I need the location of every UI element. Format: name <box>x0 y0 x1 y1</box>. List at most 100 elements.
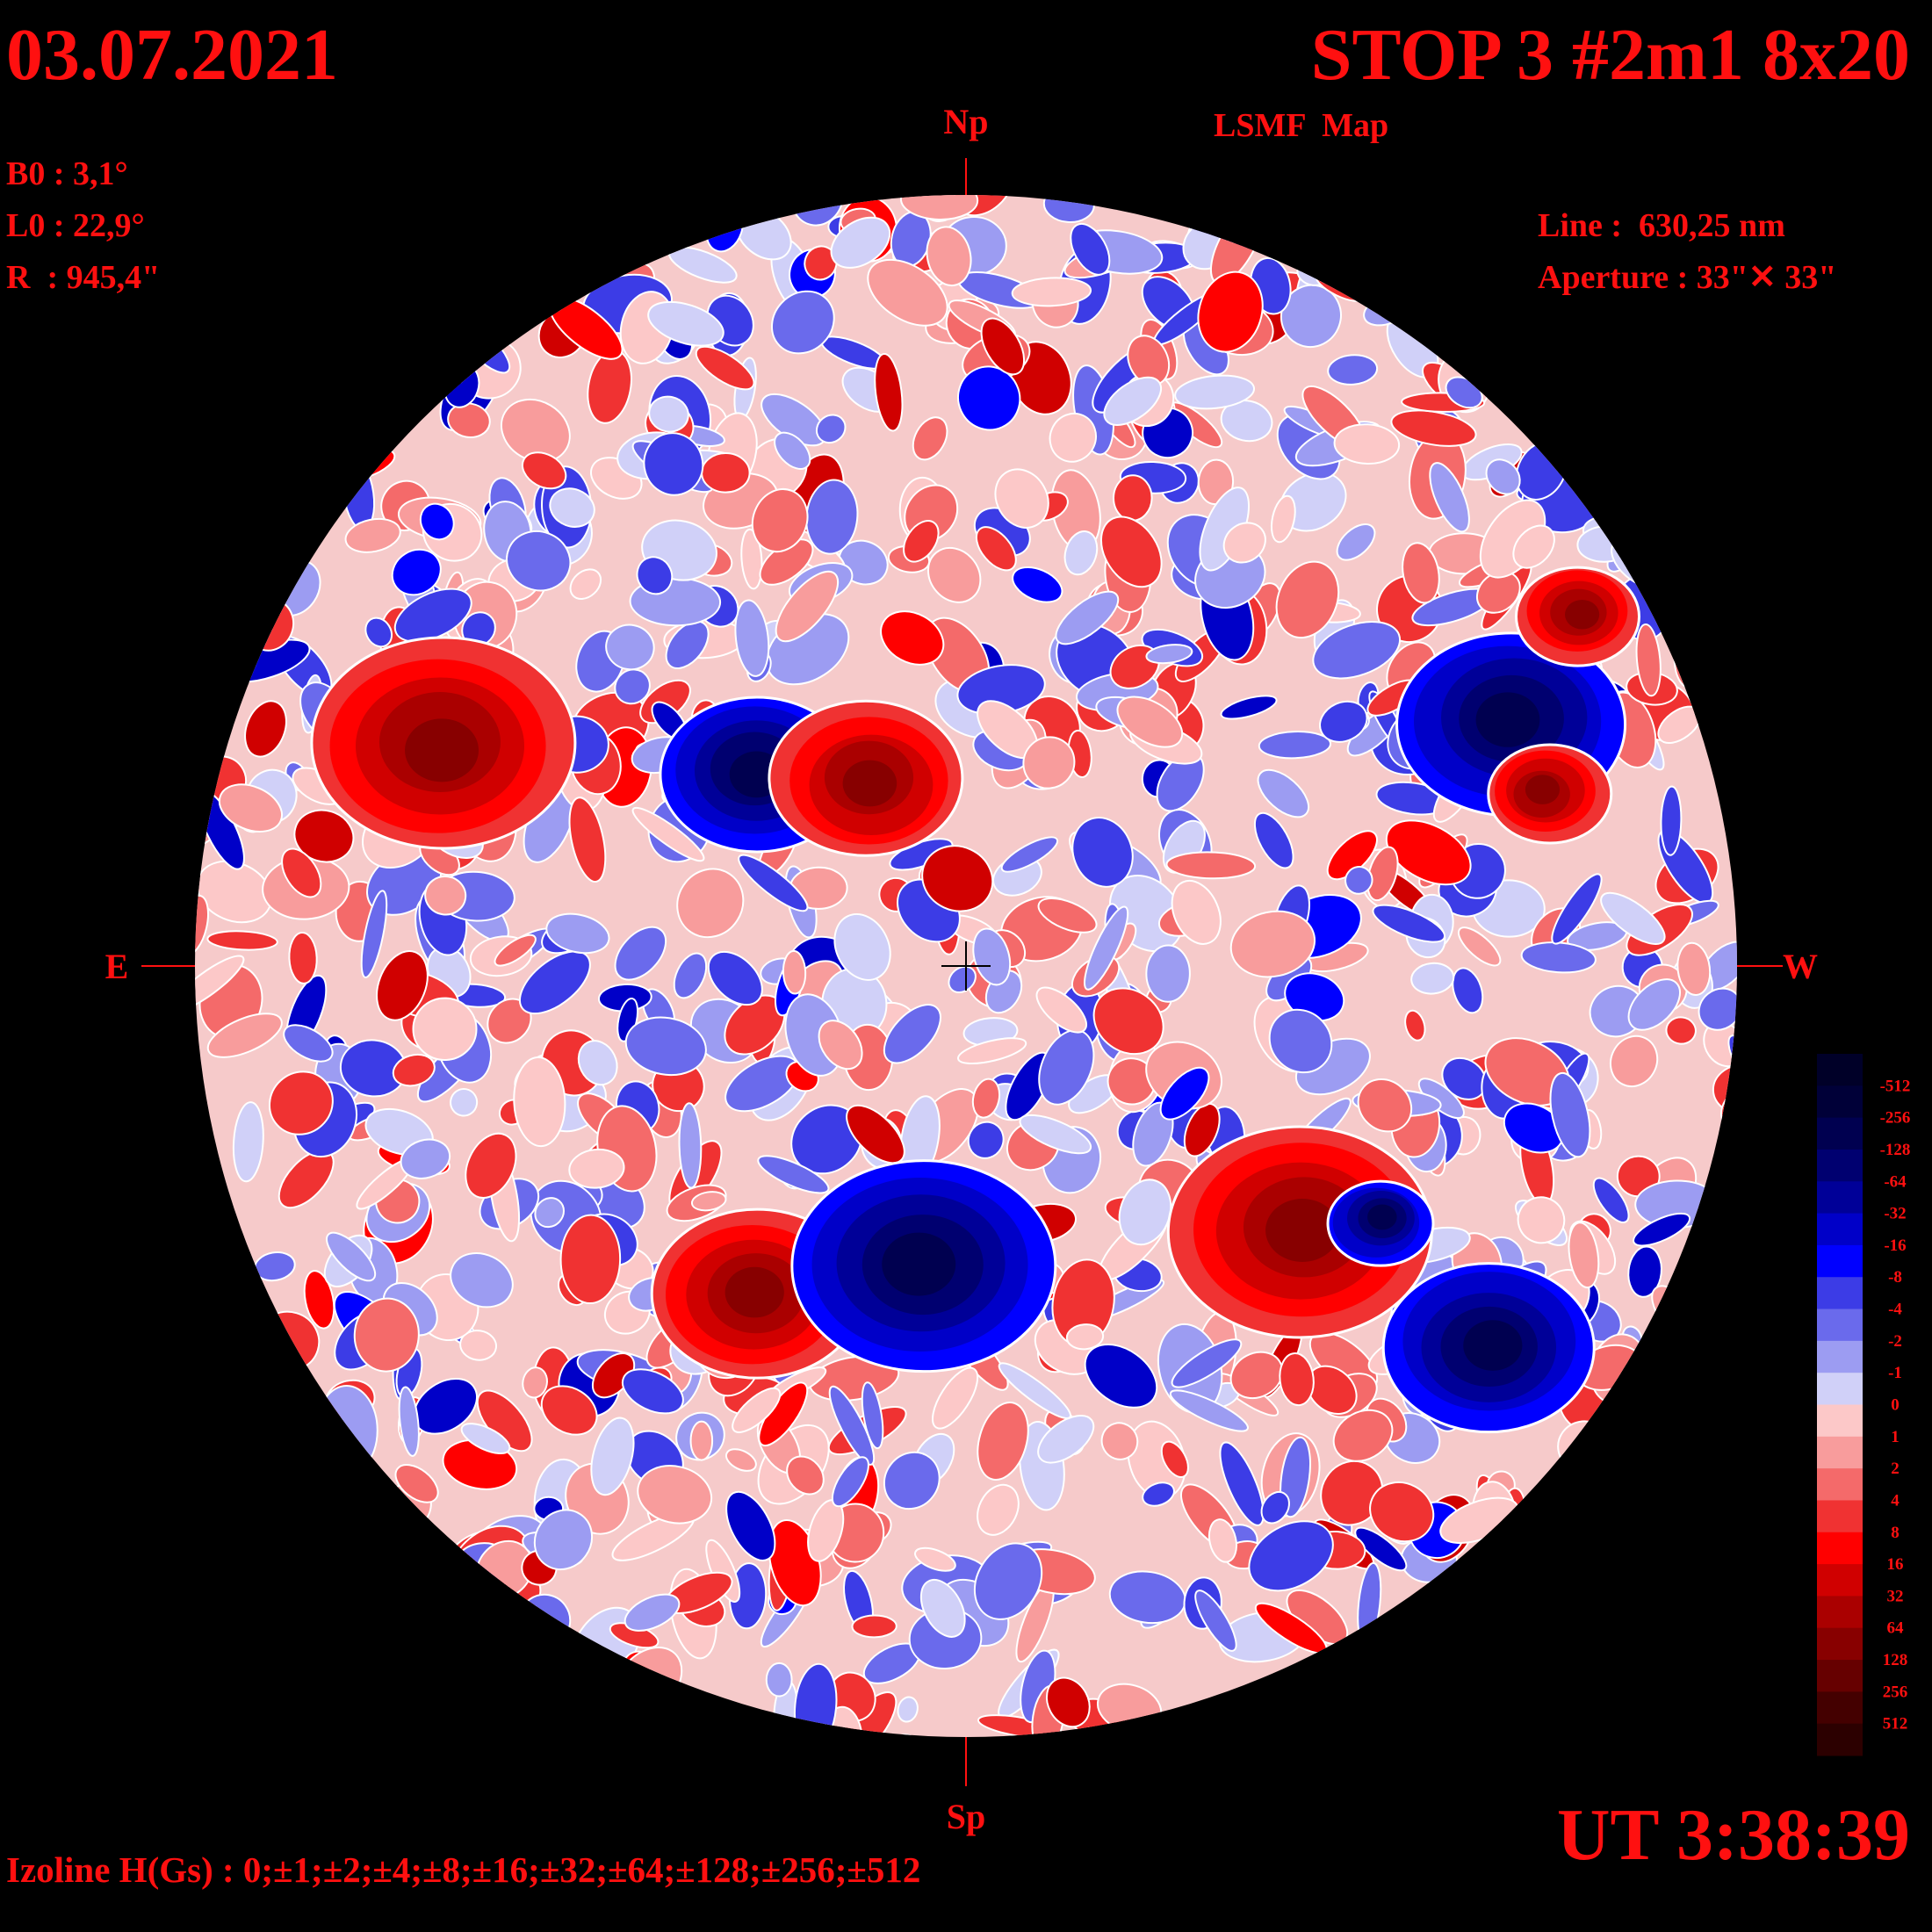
colorbar-band <box>1817 1627 1863 1661</box>
field-blob <box>545 912 610 955</box>
field-blob <box>1512 524 1555 569</box>
field-blob <box>676 868 745 939</box>
field-blob <box>206 930 278 951</box>
field-blob <box>1354 1526 1408 1572</box>
param-b0: B0 : 3,1° <box>6 155 128 192</box>
active-region <box>1367 1204 1397 1230</box>
field-blob <box>689 1420 714 1461</box>
field-blob <box>518 950 591 1015</box>
field-blob <box>757 1155 830 1194</box>
field-blob <box>1344 866 1373 895</box>
field-blob <box>1145 644 1193 665</box>
field-blob <box>1327 354 1379 386</box>
param-l0: L0 : 22,9° <box>6 207 145 244</box>
field-blob <box>393 588 472 643</box>
field-blob <box>1049 412 1097 463</box>
field-blob <box>624 1593 681 1632</box>
field-blob <box>975 526 1017 572</box>
field-blob <box>1084 905 1129 991</box>
field-blob <box>521 451 567 490</box>
ut-time: UT 3:38:39 <box>1557 1794 1910 1876</box>
colorbar: -512 -256 -128 -64 -32 -16 -8 -4 -2 -1 0 1 2 4 8 16 32 64… <box>1817 1054 1910 1756</box>
field-blob <box>973 1542 1043 1620</box>
field-blob <box>419 502 455 541</box>
field-blob <box>725 1490 776 1561</box>
field-blob <box>740 528 763 590</box>
field-blob <box>1183 1102 1221 1157</box>
field-blob <box>980 317 1026 376</box>
field-blob <box>647 300 724 347</box>
field-blob <box>695 345 755 391</box>
field-blob <box>998 1362 1071 1420</box>
field-blob <box>673 952 708 999</box>
field-blob <box>1551 873 1603 945</box>
field-blob <box>1404 1009 1426 1042</box>
field-blob <box>782 949 807 995</box>
colorbar-label: -8 <box>1888 1268 1902 1287</box>
field-blob <box>1357 1078 1413 1133</box>
field-blob <box>568 1148 625 1189</box>
field-blob <box>1385 819 1472 886</box>
field-blob <box>1160 1440 1189 1478</box>
field-blob <box>1332 1409 1394 1462</box>
field-blob <box>353 1297 420 1373</box>
colorbar-label: 4 <box>1891 1491 1900 1510</box>
field-blob <box>577 1040 618 1086</box>
field-blob <box>232 1101 264 1183</box>
field-blob <box>1312 621 1402 680</box>
field-blob <box>1248 1520 1334 1592</box>
field-blob <box>1257 768 1310 818</box>
field-blob <box>770 290 835 355</box>
field-blob <box>1194 1590 1237 1652</box>
field-blob <box>1159 1066 1210 1121</box>
field-blob <box>1045 1676 1091 1728</box>
active-region <box>724 1266 784 1318</box>
field-blob <box>861 1381 884 1450</box>
colorbar-band <box>1817 1468 1863 1501</box>
field-blob <box>412 997 478 1062</box>
field-blob <box>195 894 209 955</box>
field-blob <box>1055 590 1120 645</box>
colorbar-label: -2 <box>1888 1332 1902 1351</box>
field-blob <box>447 402 491 438</box>
field-blob <box>549 487 595 528</box>
field-blob <box>1229 910 1316 978</box>
field-blob <box>1222 522 1266 564</box>
colorbar-band <box>1817 1085 1863 1119</box>
field-blob <box>540 1385 598 1436</box>
field-blob <box>1429 462 1470 533</box>
field-blob <box>1253 811 1294 869</box>
colorbar-label: -32 <box>1884 1205 1906 1223</box>
field-blob <box>1208 1518 1237 1563</box>
colorbar-band <box>1817 1149 1863 1182</box>
field-blob <box>948 965 977 994</box>
field-map <box>195 195 1737 1737</box>
east-label: E <box>105 947 129 986</box>
field-blob <box>1326 830 1378 881</box>
field-blob <box>1197 270 1264 353</box>
field-blob <box>738 854 809 912</box>
field-blob <box>786 1455 825 1496</box>
field-blob <box>919 1579 966 1638</box>
param-r: R : 945,4" <box>6 259 160 296</box>
field-blob <box>851 1614 898 1639</box>
field-blob <box>1116 696 1184 748</box>
field-blob <box>725 1448 757 1472</box>
field-blob <box>846 1104 905 1164</box>
colorbar-label: -128 <box>1880 1141 1911 1159</box>
field-blob <box>903 520 940 563</box>
field-blob <box>828 1385 876 1466</box>
colorbar-label: -4 <box>1888 1301 1902 1319</box>
field-blob <box>867 258 948 327</box>
field-blob <box>1452 967 1484 1014</box>
west-label: W <box>1783 947 1818 986</box>
active-region <box>1265 1199 1340 1263</box>
field-blob <box>707 950 763 1006</box>
field-blob <box>360 890 388 978</box>
field-blob <box>450 1252 514 1308</box>
field-blob <box>1279 1352 1315 1407</box>
colorbar-label: 512 <box>1883 1715 1908 1734</box>
field-blob <box>1000 836 1059 873</box>
field-blob <box>1037 1414 1095 1464</box>
colorbar-band <box>1817 1596 1863 1629</box>
